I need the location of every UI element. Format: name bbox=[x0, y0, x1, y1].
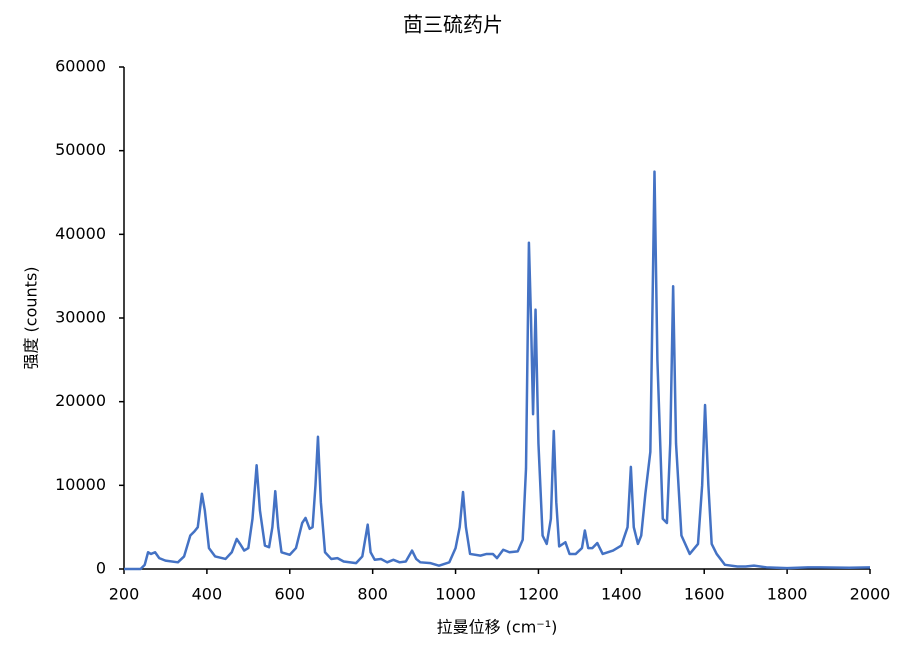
x-tick-label: 200 bbox=[109, 585, 140, 604]
x-tick-label: 1600 bbox=[684, 585, 725, 604]
x-tick-label: 2000 bbox=[850, 585, 891, 604]
x-tick-label: 800 bbox=[357, 585, 388, 604]
x-tick-label: 1000 bbox=[435, 585, 476, 604]
y-tick-label: 50000 bbox=[55, 140, 106, 159]
y-tick-label: 0 bbox=[96, 559, 106, 578]
x-tick-label: 1800 bbox=[767, 585, 808, 604]
y-tick-label: 40000 bbox=[55, 224, 106, 243]
y-axis-label: 强度 (counts) bbox=[22, 266, 41, 369]
y-tick-label: 30000 bbox=[55, 308, 106, 327]
chart-title: 茴三硫药片 bbox=[403, 13, 503, 37]
x-tick-label: 1400 bbox=[601, 585, 642, 604]
x-tick-label: 400 bbox=[192, 585, 223, 604]
spectrum-line bbox=[124, 170, 871, 571]
y-tick-label: 20000 bbox=[55, 391, 106, 410]
x-tick-label: 600 bbox=[275, 585, 306, 604]
x-axis-label: 拉曼位移 (cm⁻¹) bbox=[437, 618, 558, 637]
y-tick-label: 60000 bbox=[55, 57, 106, 76]
x-tick-label: 1200 bbox=[518, 585, 559, 604]
y-tick-label: 10000 bbox=[55, 475, 106, 494]
